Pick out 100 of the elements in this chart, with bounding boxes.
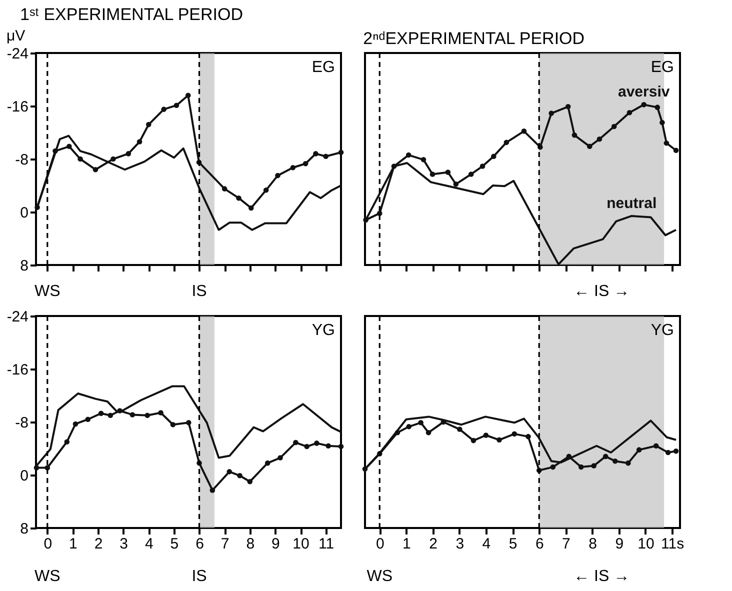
point bbox=[673, 148, 679, 154]
ref-line-label: WS bbox=[366, 568, 393, 585]
point bbox=[275, 172, 280, 178]
x-tick-label: 6 bbox=[196, 536, 204, 552]
point bbox=[406, 424, 412, 430]
point bbox=[673, 448, 679, 454]
point bbox=[64, 439, 70, 445]
point bbox=[313, 151, 318, 156]
point bbox=[596, 136, 602, 142]
point bbox=[665, 450, 671, 456]
point bbox=[146, 122, 152, 128]
point bbox=[468, 172, 474, 177]
point bbox=[641, 102, 646, 108]
point bbox=[418, 420, 424, 426]
point bbox=[108, 412, 114, 418]
x-tick-label: 1 bbox=[69, 536, 78, 552]
point bbox=[426, 430, 432, 436]
y-tick-label: 8 bbox=[20, 258, 28, 274]
point bbox=[326, 443, 331, 448]
point bbox=[85, 416, 91, 422]
point bbox=[654, 104, 660, 110]
point bbox=[521, 128, 527, 134]
annotation: YG bbox=[650, 322, 674, 339]
y-tick-label: -8 bbox=[15, 152, 28, 168]
point bbox=[548, 110, 554, 116]
y-tick-label: 8 bbox=[20, 520, 28, 538]
point bbox=[338, 444, 344, 450]
point bbox=[362, 466, 368, 472]
x-tick-label: 0 bbox=[376, 536, 384, 552]
point bbox=[578, 464, 584, 470]
point bbox=[174, 102, 180, 108]
point bbox=[130, 412, 136, 418]
point bbox=[453, 182, 459, 187]
annotation: YG bbox=[312, 322, 335, 339]
point bbox=[550, 464, 556, 470]
band-label: ← IS → bbox=[574, 283, 630, 300]
y-tick-label: -16 bbox=[6, 98, 28, 116]
point bbox=[278, 455, 283, 460]
point bbox=[572, 132, 578, 138]
x-tick-label: 5 bbox=[170, 536, 179, 552]
point bbox=[98, 410, 104, 416]
point bbox=[496, 437, 502, 443]
chart-title: 2ⁿᵈEXPERIMENTAL PERIOD bbox=[363, 29, 585, 48]
x-tick-label: 4 bbox=[482, 536, 491, 552]
x-tick-label: 3 bbox=[120, 536, 128, 552]
chart-title: 1ˢᵗ EXPERIMENTAL PERIOD bbox=[20, 5, 244, 24]
point bbox=[92, 166, 98, 172]
point bbox=[626, 460, 631, 466]
point bbox=[126, 151, 132, 156]
point bbox=[611, 124, 617, 130]
point bbox=[264, 460, 270, 466]
point bbox=[290, 164, 296, 170]
annotation: EG bbox=[650, 59, 674, 76]
x-tick-label: 10 bbox=[292, 536, 310, 552]
y-tick-label: 0 bbox=[20, 468, 28, 484]
x-tick-label: 0 bbox=[44, 536, 52, 552]
ref-line-label: IS bbox=[192, 568, 207, 585]
x-tick-label: 11 bbox=[318, 536, 334, 552]
point bbox=[226, 469, 232, 474]
y-tick-label: -24 bbox=[6, 46, 28, 62]
point bbox=[144, 412, 150, 418]
y-tick-label: 0 bbox=[20, 204, 28, 222]
point bbox=[78, 156, 83, 162]
x-tick-label: 7 bbox=[220, 536, 230, 552]
x-tick-label: 3 bbox=[456, 536, 464, 552]
point bbox=[236, 195, 242, 201]
point bbox=[504, 140, 510, 146]
point bbox=[302, 160, 308, 166]
point bbox=[237, 473, 242, 478]
point bbox=[186, 420, 192, 426]
point bbox=[161, 106, 166, 112]
x-tick-label: 2 bbox=[94, 536, 103, 552]
point bbox=[456, 426, 462, 432]
point bbox=[653, 443, 659, 448]
point bbox=[263, 187, 269, 193]
annotation: EG bbox=[312, 59, 335, 76]
y-tick-label: -24 bbox=[6, 308, 28, 326]
point bbox=[293, 440, 298, 446]
x-tick-label: 1 bbox=[402, 536, 411, 552]
point bbox=[117, 408, 122, 414]
point bbox=[491, 154, 496, 159]
point bbox=[445, 170, 451, 175]
point bbox=[185, 92, 191, 98]
point bbox=[526, 434, 531, 440]
x-tick-label: 2 bbox=[429, 536, 438, 552]
point bbox=[136, 139, 142, 144]
point bbox=[248, 205, 254, 211]
ref-line-label: WS bbox=[34, 568, 60, 585]
x-tick-label: 11s bbox=[660, 536, 684, 552]
point bbox=[470, 438, 476, 444]
point bbox=[394, 430, 400, 436]
point bbox=[612, 458, 618, 464]
band-label: ← IS → bbox=[574, 568, 630, 585]
point bbox=[406, 152, 412, 158]
point bbox=[565, 104, 571, 110]
x-tick-label: 8 bbox=[246, 536, 255, 552]
point bbox=[586, 144, 592, 150]
point bbox=[480, 164, 486, 169]
point bbox=[338, 150, 344, 156]
x-tick-label: 4 bbox=[144, 536, 154, 552]
